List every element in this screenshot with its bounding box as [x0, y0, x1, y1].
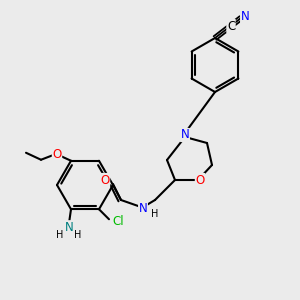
Text: O: O — [52, 148, 62, 161]
Text: H: H — [56, 230, 64, 240]
Text: O: O — [195, 173, 205, 187]
Text: H: H — [74, 230, 82, 240]
Text: N: N — [139, 202, 147, 214]
Text: N: N — [181, 128, 189, 142]
Text: O: O — [100, 173, 109, 187]
Text: Cl: Cl — [112, 215, 124, 228]
Text: N: N — [241, 11, 249, 23]
Text: C: C — [227, 20, 235, 32]
Text: N: N — [64, 221, 74, 234]
Text: H: H — [151, 209, 159, 219]
